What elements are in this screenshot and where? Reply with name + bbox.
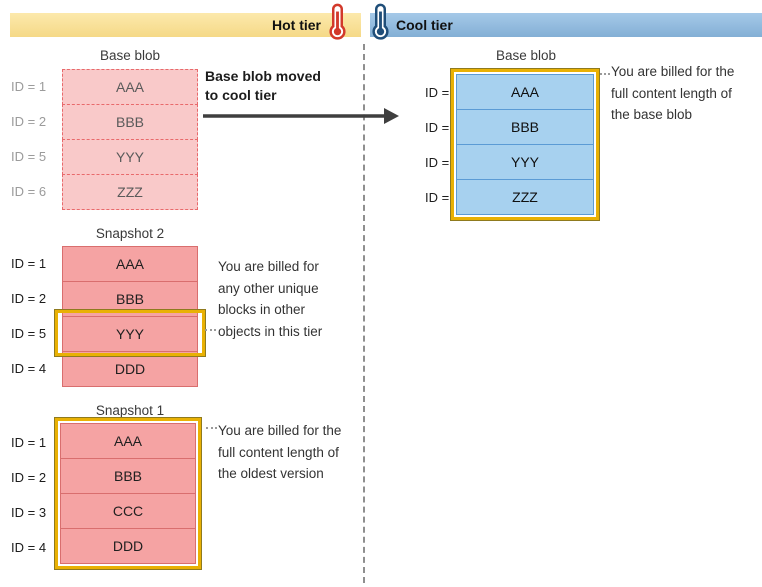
block-cell: YYY [456, 144, 594, 180]
block-id-label: ID = 4 [11, 361, 47, 376]
note-line: the oldest version [218, 466, 324, 481]
note-line: full content length of [218, 444, 339, 460]
hot-base-blob-id-column: ID = 1 ID = 2 ID = 5 ID = 6 [11, 69, 57, 209]
note-connector [205, 329, 216, 331]
move-note: Base blob moved to cool tier [205, 67, 321, 105]
block-cell: AAA [62, 246, 198, 282]
note-line: objects in this tier [218, 323, 323, 339]
block-cell: CCC [60, 493, 196, 529]
block-id-label: ID = 5 [11, 149, 47, 164]
cool-tier-bar [370, 13, 762, 37]
snapshot2-billing-note: You are billed for any other unique bloc… [218, 256, 322, 342]
block-cell: ZZZ [62, 174, 198, 210]
block-cell: YYY [62, 316, 198, 352]
block-id-label: ID = 1 [11, 435, 47, 450]
block-id-label: ID = 1 [11, 256, 47, 271]
cool-base-billing-note: You are billed for the full content leng… [611, 61, 734, 126]
note-line: the base blob [611, 107, 693, 122]
block-cell: ZZZ [456, 179, 594, 215]
hot-tier-bar [10, 13, 361, 37]
block-id-label: ID = 2 [11, 470, 47, 485]
hot-thermometer-icon [328, 3, 347, 45]
block-cell: BBB [456, 109, 594, 145]
note-line: You are billed for the [218, 423, 342, 438]
billing-highlight-frame-snapshot1: AAA BBB CCC DDD [54, 417, 202, 570]
move-arrow [203, 105, 399, 132]
note-line: You are billed for [218, 259, 319, 274]
billing-highlight-frame-cool-base: AAA BBB YYY ZZZ [450, 68, 600, 221]
cool-base-blob-table: AAA BBB YYY ZZZ [456, 74, 594, 215]
block-cell: YYY [62, 139, 198, 175]
hot-base-blob-table: AAA BBB YYY ZZZ [62, 69, 198, 210]
block-id-label: ID = 6 [11, 184, 47, 199]
note-line: full content length of [611, 85, 732, 101]
block-id-label: ID = 3 [11, 505, 47, 520]
note-line: any other unique [218, 280, 319, 296]
cool-tier-label: Cool tier [396, 17, 453, 33]
block-cell: BBB [60, 458, 196, 494]
block-id-label: ID = 1 [11, 79, 47, 94]
note-line: blocks in other [218, 302, 306, 317]
snapshot1-billing-note: You are billed for the full content leng… [218, 420, 341, 485]
note-connector [206, 427, 217, 429]
block-cell: DDD [60, 528, 196, 564]
move-note-line: to cool tier [205, 87, 277, 103]
snapshot2-id-column: ID = 1 ID = 2 ID = 5 ID = 4 [11, 246, 57, 386]
block-id-label: ID = 2 [11, 114, 47, 129]
cool-base-blob-title: Base blob [495, 48, 557, 63]
block-id-label: ID = 2 [11, 291, 47, 306]
note-line: You are billed for the [611, 64, 735, 79]
hot-tier-label: Hot tier [272, 17, 321, 33]
block-cell: BBB [62, 104, 198, 140]
block-cell: AAA [62, 69, 198, 105]
snapshot1-id-column: ID = 1 ID = 2 ID = 3 ID = 4 [11, 425, 57, 565]
note-connector [600, 73, 610, 75]
billing-highlight-box-snapshot2 [54, 309, 206, 357]
block-cell: AAA [456, 74, 594, 110]
block-id-label: ID = 5 [11, 326, 47, 341]
tier-separator-line [363, 44, 365, 583]
snapshot1-table: AAA BBB CCC DDD [60, 423, 196, 564]
block-cell: AAA [60, 423, 196, 459]
block-id-label: ID = 4 [11, 540, 47, 555]
snapshot2-title: Snapshot 2 [95, 226, 165, 241]
hot-base-blob-title: Base blob [99, 48, 161, 63]
cool-thermometer-icon [371, 3, 390, 45]
block-cell: DDD [62, 351, 198, 387]
snapshot1-title: Snapshot 1 [95, 403, 165, 418]
move-note-line: Base blob moved [205, 68, 321, 84]
